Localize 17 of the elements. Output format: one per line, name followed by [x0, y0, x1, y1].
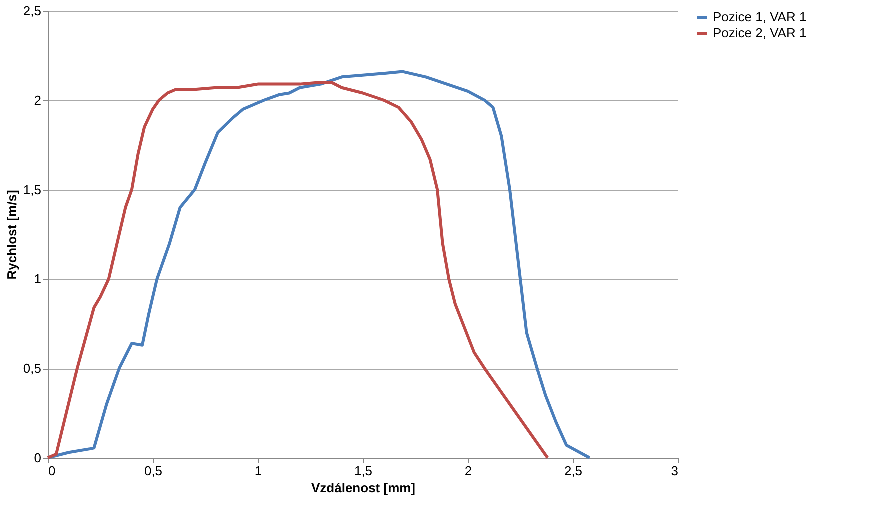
- x-axis-title: Vzdálenost [mm]: [311, 480, 416, 496]
- y-tick-label: 0,5: [23, 361, 42, 376]
- y-tick-label: 1: [34, 272, 42, 287]
- x-tick-label: 0: [48, 464, 56, 478]
- x-tick-label: 0,5: [144, 464, 163, 478]
- legend-label: Pozice 1, VAR 1: [713, 10, 807, 24]
- x-tick-label: 1: [254, 464, 262, 478]
- y-tick-label: 2,5: [23, 4, 42, 18]
- y-axis-title: Rychlost [m/s]: [4, 190, 20, 280]
- y-tick-label: 1,5: [23, 182, 42, 198]
- x-tick-label: 2,5: [564, 464, 583, 478]
- x-tick-label: 3: [671, 464, 678, 478]
- y-tick-label: 0: [34, 450, 42, 466]
- legend-label: Pozice 2, VAR 1: [713, 26, 807, 40]
- x-tick-label: 2: [464, 464, 472, 478]
- y-tick-label: 2: [34, 92, 42, 108]
- x-tick-label: 1,5: [354, 464, 373, 478]
